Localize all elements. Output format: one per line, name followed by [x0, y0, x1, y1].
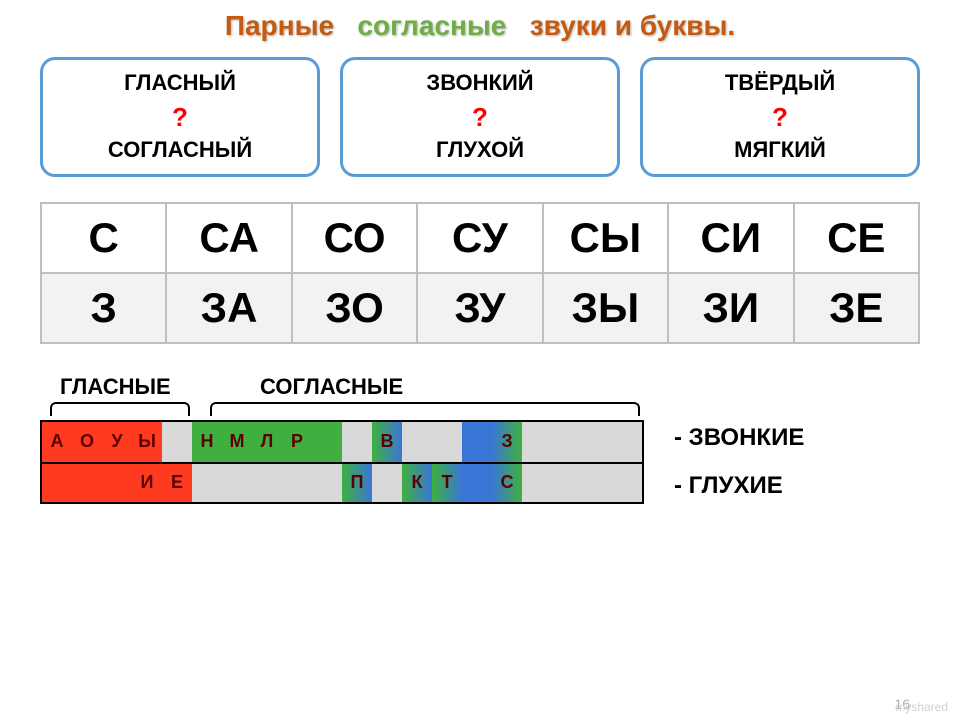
letter-cell: З: [492, 422, 522, 462]
letter-cell: О: [72, 422, 102, 462]
syll-cell: СИ: [669, 204, 794, 272]
letter-cell: [312, 422, 342, 462]
card-question: ?: [53, 99, 307, 135]
letter-cell: К: [402, 464, 432, 502]
letter-cell: [402, 422, 432, 462]
syll-cell: ЗА: [167, 272, 292, 342]
card-bottom: СОГЛАСНЫЙ: [53, 135, 307, 166]
letter-cell: [552, 422, 582, 462]
letter-cell: П: [342, 464, 372, 502]
card-top: ТВЁРДЫЙ: [653, 68, 907, 99]
letter-cell: [582, 464, 612, 502]
syll-cell: СО: [293, 204, 418, 272]
letter-cell: [312, 464, 342, 502]
card-hard-soft: ТВЁРДЫЙ ? МЯГКИЙ: [640, 57, 920, 177]
letter-cell: У: [102, 422, 132, 462]
letter-cell: Т: [432, 464, 462, 502]
letter-cell: [522, 422, 552, 462]
voiceless-label: - ГЛУХИЕ: [674, 472, 804, 500]
letter-cell: [72, 464, 102, 502]
syll-cell: ЗЕ: [795, 272, 918, 342]
syll-cell: СЕ: [795, 204, 918, 272]
letter-cell: [432, 422, 462, 462]
letter-cell: [522, 464, 552, 502]
card-top: ГЛАСНЫЙ: [53, 68, 307, 99]
syllable-table: С СА СО СУ СЫ СИ СЕ З ЗА ЗО ЗУ ЗЫ ЗИ ЗЕ: [40, 202, 920, 344]
letter-cell: И: [132, 464, 162, 502]
letter-cell: В: [372, 422, 402, 462]
syllable-row-z: З ЗА ЗО ЗУ ЗЫ ЗИ ЗЕ: [42, 272, 918, 342]
letter-row-1-wrap: АОУЫНМЛР В З ИЕ ПКТС - ЗВОНКИЕ - ГЛУХИЕ: [40, 420, 920, 504]
syllable-row-s: С СА СО СУ СЫ СИ СЕ: [42, 204, 918, 272]
consonants-label: СОГЛАСНЫЕ: [260, 374, 403, 400]
title-part2: согласные: [357, 10, 506, 41]
syll-cell: ЗЫ: [544, 272, 669, 342]
letter-cell: [612, 422, 642, 462]
card-top: ЗВОНКИЙ: [353, 68, 607, 99]
letter-cell: [282, 464, 312, 502]
letter-cell: М: [222, 422, 252, 462]
letter-grid: АОУЫНМЛР В З ИЕ ПКТС: [40, 420, 644, 504]
syll-cell: С: [42, 204, 167, 272]
card-voiced-voiceless: ЗВОНКИЙ ? ГЛУХОЙ: [340, 57, 620, 177]
letter-cell: Е: [162, 464, 192, 502]
letter-cell: [462, 422, 492, 462]
letter-cell: [552, 464, 582, 502]
cards-row: ГЛАСНЫЙ ? СОГЛАСНЫЙ ЗВОНКИЙ ? ГЛУХОЙ ТВЁ…: [40, 57, 920, 177]
title-part1: Парные: [225, 10, 334, 41]
letter-cell: Л: [252, 422, 282, 462]
group-labels: ГЛАСНЫЕ СОГЛАСНЫЕ: [40, 374, 920, 400]
letter-cell: Р: [282, 422, 312, 462]
letter-cell: [42, 464, 72, 502]
syll-cell: З: [42, 272, 167, 342]
syll-cell: ЗО: [293, 272, 418, 342]
brackets: [40, 402, 920, 420]
letter-cell: Ы: [132, 422, 162, 462]
letter-cell: [222, 464, 252, 502]
letter-cell: [252, 464, 282, 502]
syll-cell: СУ: [418, 204, 543, 272]
letter-cell: [192, 464, 222, 502]
vowels-label: ГЛАСНЫЕ: [60, 374, 200, 400]
letter-cell: [582, 422, 612, 462]
syll-cell: ЗУ: [418, 272, 543, 342]
letter-cell: [162, 422, 192, 462]
letter-cell: [372, 464, 402, 502]
card-bottom: ГЛУХОЙ: [353, 135, 607, 166]
letter-cell: С: [492, 464, 522, 502]
letter-row-voiced: АОУЫНМЛР В З: [42, 422, 642, 462]
letter-cell: Н: [192, 422, 222, 462]
title-part3: звуки и буквы.: [530, 10, 735, 41]
consonants-bracket: [210, 402, 640, 416]
page-title: Парные согласные звуки и буквы.: [40, 10, 920, 42]
letter-row-voiceless: ИЕ ПКТС: [42, 462, 642, 502]
letter-cell: [342, 422, 372, 462]
watermark: myshared: [895, 700, 948, 714]
syll-cell: ЗИ: [669, 272, 794, 342]
letter-cell: А: [42, 422, 72, 462]
syll-cell: СА: [167, 204, 292, 272]
card-bottom: МЯГКИЙ: [653, 135, 907, 166]
vowels-bracket: [50, 402, 190, 416]
letter-cell: [612, 464, 642, 502]
syll-cell: СЫ: [544, 204, 669, 272]
card-question: ?: [653, 99, 907, 135]
letter-cell: [102, 464, 132, 502]
voiced-label: - ЗВОНКИЕ: [674, 424, 804, 452]
letter-cell: [462, 464, 492, 502]
card-question: ?: [353, 99, 607, 135]
card-vowel-consonant: ГЛАСНЫЙ ? СОГЛАСНЫЙ: [40, 57, 320, 177]
